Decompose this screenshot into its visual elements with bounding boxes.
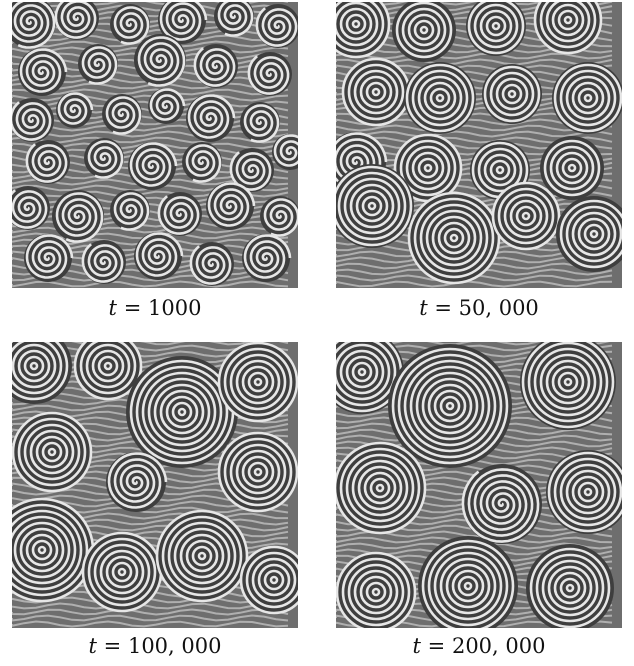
- pattern-image-t100000: [12, 342, 298, 628]
- time-value: 100, 000: [127, 634, 222, 658]
- time-variable: t: [412, 634, 421, 658]
- time-variable: t: [108, 296, 117, 320]
- spiral-pattern: [336, 2, 622, 288]
- time-variable: t: [419, 296, 428, 320]
- time-variable: t: [88, 634, 97, 658]
- pattern-image-t50000: [336, 2, 622, 288]
- equals-sign: =: [427, 634, 446, 658]
- equals-sign: =: [103, 634, 122, 658]
- pattern-image-t1000: [12, 2, 298, 288]
- caption-t1000: t = 1000: [12, 296, 298, 320]
- caption-t50000: t = 50, 000: [336, 296, 622, 320]
- spiral-pattern: [12, 2, 298, 288]
- equals-sign: =: [123, 296, 142, 320]
- pattern-image-t200000: [336, 342, 622, 628]
- equals-sign: =: [434, 296, 452, 320]
- time-value: 1000: [147, 296, 202, 320]
- caption-t100000: t = 100, 000: [12, 634, 298, 658]
- time-value: 50, 000: [458, 296, 539, 320]
- spiral-pattern: [336, 342, 622, 628]
- spiral-pattern: [12, 342, 298, 628]
- caption-t200000: t = 200, 000: [336, 634, 622, 658]
- time-value: 200, 000: [451, 634, 546, 658]
